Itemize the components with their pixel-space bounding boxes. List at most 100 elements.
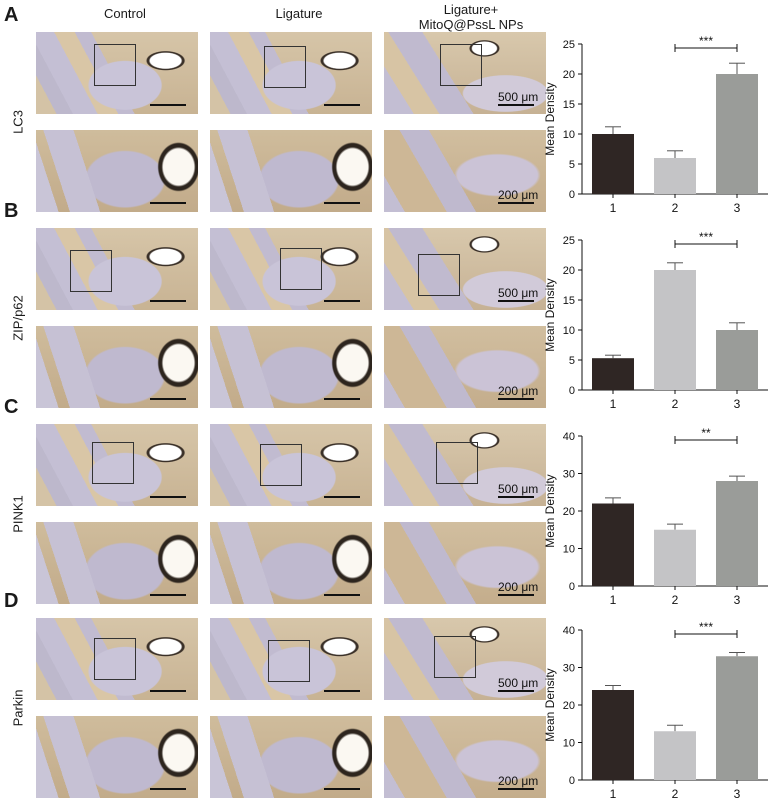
scale-bar [150, 594, 186, 596]
micrograph-zoom [210, 716, 372, 798]
scale-bar [324, 202, 360, 204]
scale-bar [498, 398, 534, 400]
marker-label-text: LC3 [10, 110, 26, 134]
micrograph-zoom [36, 716, 198, 798]
scale-bar [324, 496, 360, 498]
zoom-region-box [418, 254, 460, 296]
y-tick-label: 15 [563, 295, 575, 307]
y-axis-label: Mean Density [543, 668, 557, 741]
micrograph-zoom [210, 522, 372, 604]
x-tick-label: 2 [672, 593, 679, 607]
zoom-region-box [70, 250, 112, 292]
scale-bar [324, 690, 360, 692]
scale-bar-label: 200 μm [498, 580, 539, 594]
scale-bar [150, 300, 186, 302]
micrograph-zoom [210, 326, 372, 408]
marker-label-text: PINK1 [10, 495, 26, 533]
panel-letter: C [4, 396, 19, 418]
significance-label: *** [699, 34, 713, 48]
scale-bar [150, 788, 186, 790]
scale-bar [150, 690, 186, 692]
micrograph-overview [210, 618, 372, 700]
scale-bar [150, 202, 186, 204]
bar [592, 134, 634, 194]
zoom-region-box [92, 442, 134, 484]
mean-density-chart: 0 10 20 30 40 Mean Density 1 2 3 ** [543, 426, 768, 607]
zoom-region-box [280, 248, 322, 290]
x-tick-label: 3 [734, 593, 741, 607]
bar [716, 481, 758, 586]
bar [654, 529, 696, 586]
micrograph-zoom [384, 326, 546, 408]
scale-bar-label: 500 μm [498, 90, 539, 104]
scale-bar-label: 500 μm [498, 286, 539, 300]
micrograph-zoom [384, 522, 546, 604]
significance-label: *** [699, 620, 713, 634]
marker-label-text: Parkin [10, 689, 26, 727]
scale-bar-label: 500 μm [498, 482, 539, 496]
scale-bar [324, 300, 360, 302]
micrograph-zoom [384, 130, 546, 212]
micrograph-overview [210, 228, 372, 310]
y-tick-label: 20 [563, 265, 575, 277]
micrograph-overview [384, 32, 546, 114]
zoom-region-box [94, 44, 136, 86]
micrograph-zoom [384, 716, 546, 798]
marker-label: Parkin [4, 618, 32, 798]
zoom-region-box [94, 638, 136, 680]
panel-letter: D [4, 590, 19, 612]
column-header-ligature-mitoq: Ligature+ MitoQ@PssL NPs [418, 2, 524, 32]
zoom-region-box [436, 442, 478, 484]
y-tick-label: 30 [563, 663, 575, 675]
panel-letter: A [4, 4, 19, 26]
bar [592, 690, 634, 780]
zoom-region-box [434, 636, 476, 678]
x-tick-label: 1 [610, 397, 617, 411]
marker-label: PINK1 [4, 424, 32, 604]
x-tick-label: 3 [734, 397, 741, 411]
zoom-region-box [264, 46, 306, 88]
scale-bar [324, 594, 360, 596]
micrograph-overview [384, 424, 546, 506]
marker-label-text: ZIP/p62 [10, 295, 26, 341]
x-tick-label: 1 [610, 593, 617, 607]
bar [716, 330, 758, 390]
zoom-region-box [268, 640, 310, 682]
y-tick-label: 25 [563, 235, 575, 247]
x-tick-label: 1 [610, 787, 617, 801]
y-tick-label: 20 [563, 69, 575, 81]
y-tick-label: 0 [569, 775, 575, 787]
y-tick-label: 25 [563, 39, 575, 51]
zoom-region-box [260, 444, 302, 486]
y-tick-label: 40 [563, 625, 575, 637]
scale-bar [498, 690, 534, 692]
x-tick-label: 2 [672, 201, 679, 215]
scale-bar [324, 788, 360, 790]
y-tick-label: 5 [569, 159, 575, 171]
mean-density-chart: 0 5 10 15 20 25 Mean Density 1 2 3 *** [543, 230, 768, 411]
significance-label: ** [701, 426, 711, 440]
x-tick-label: 2 [672, 787, 679, 801]
micrograph-overview [384, 228, 546, 310]
scale-bar-label: 500 μm [498, 676, 539, 690]
scale-bar [324, 104, 360, 106]
scale-bar [498, 788, 534, 790]
scale-bar [324, 398, 360, 400]
micrograph-overview [36, 424, 198, 506]
micrograph-zoom [36, 522, 198, 604]
x-tick-label: 3 [734, 787, 741, 801]
scale-bar [150, 398, 186, 400]
scale-bar [498, 104, 534, 106]
y-tick-label: 40 [563, 431, 575, 443]
bar [654, 158, 696, 194]
micrograph-overview [210, 424, 372, 506]
y-tick-label: 0 [569, 189, 575, 201]
scale-bar-label: 200 μm [498, 774, 539, 788]
column-header-ligature: Ligature [275, 6, 323, 21]
y-axis-label: Mean Density [543, 474, 557, 547]
scale-bar [150, 104, 186, 106]
bar [716, 656, 758, 780]
y-tick-label: 10 [563, 738, 575, 750]
micrograph-overview [36, 228, 198, 310]
scale-bar-label: 200 μm [498, 188, 539, 202]
